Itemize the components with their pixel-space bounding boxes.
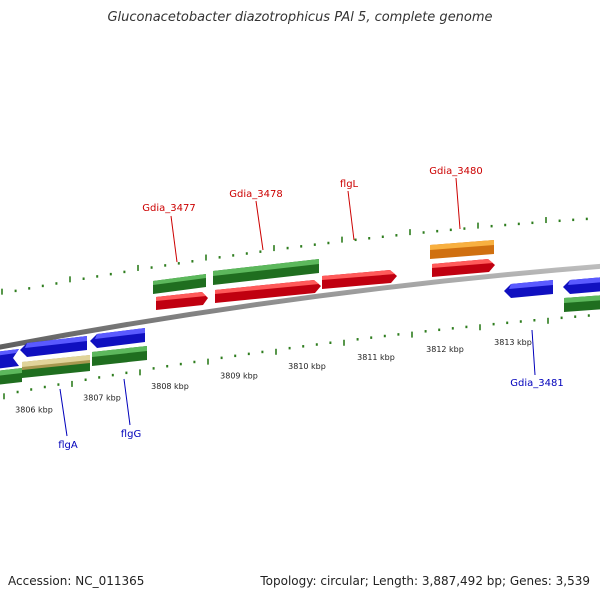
scale-label: 3807 kbp — [83, 393, 121, 402]
genome-summary-text: Topology: circular; Length: 3,887,492 bp… — [260, 574, 590, 588]
lower-scale-ticks — [3, 314, 590, 400]
gene-arrow-blue-3[interactable] — [90, 328, 145, 348]
accession-text: Accession: NC_011365 — [8, 574, 145, 588]
gene-label-flgg[interactable]: flgG — [121, 429, 141, 440]
gene-arrow-orange[interactable] — [430, 240, 494, 259]
scale-label: 3810 kbp — [288, 362, 326, 371]
gene-label-gdia-3481[interactable]: Gdia_3481 — [510, 378, 563, 389]
upper-scale-ticks — [1, 217, 588, 295]
gene-arrow-green-2[interactable] — [213, 259, 319, 285]
scale-label: 3806 kbp — [15, 406, 53, 415]
scale-label: 3809 kbp — [220, 371, 258, 380]
gene-arrow-red-2[interactable] — [215, 280, 321, 303]
scale-labels: 3806 kbp 3807 kbp 3808 kbp 3809 kbp 3810 kbp… — [15, 338, 532, 415]
scale-label: 3813 kbp — [494, 338, 532, 347]
gene-arrow-green-6[interactable] — [564, 295, 600, 312]
gene-label-gdia-3480[interactable]: Gdia_3480 — [429, 166, 482, 177]
genome-title: Gluconacetobacter diazotrophicus PAl 5, … — [107, 10, 493, 25]
gene-label-gdia-3477[interactable]: Gdia_3477 — [142, 203, 195, 214]
gene-label-flga[interactable]: flgA — [58, 440, 78, 451]
scale-label: 3808 kbp — [151, 382, 189, 391]
gene-label-flgl[interactable]: flgL — [340, 179, 359, 190]
gene-arrow-red-1[interactable] — [156, 292, 208, 310]
gene-arrow-blue-5[interactable] — [563, 277, 600, 294]
gene-arrow-red-3[interactable] — [322, 270, 397, 289]
scale-label: 3811 kbp — [357, 353, 395, 362]
gene-arrow-blue-2[interactable] — [20, 336, 87, 357]
gene-arrow-blue-4[interactable] — [504, 280, 553, 298]
gene-label-gdia-3478[interactable]: Gdia_3478 — [229, 189, 282, 200]
genome-backbone — [0, 263, 600, 350]
gene-arrow-red-4[interactable] — [432, 259, 495, 277]
gene-arrow-green-1[interactable] — [153, 274, 206, 294]
gene-arrow-green-4[interactable] — [22, 363, 90, 378]
gene-arrow-green-5[interactable] — [92, 346, 147, 366]
gene-arrow-green-3[interactable] — [0, 368, 22, 385]
gene-arrow-blue-1[interactable] — [0, 349, 19, 369]
scale-label: 3812 kbp — [426, 345, 464, 354]
